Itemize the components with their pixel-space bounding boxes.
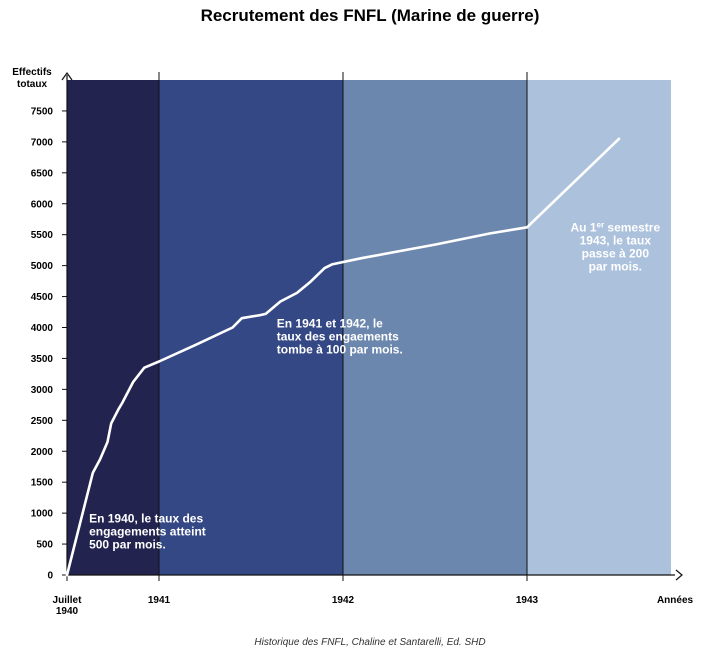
y-tick-label: 6000 bbox=[31, 199, 54, 210]
y-tick-label: 0 bbox=[47, 571, 53, 582]
y-tick-label: 4000 bbox=[31, 323, 54, 334]
y-axis-arrow bbox=[61, 71, 73, 81]
year-band-3 bbox=[343, 80, 527, 575]
annotation-1-line: 500 par mois. bbox=[89, 537, 166, 551]
x-axis-title: Années bbox=[657, 595, 694, 606]
year-band-1 bbox=[67, 80, 159, 575]
year-dividers bbox=[158, 72, 528, 575]
y-tick-label: 7000 bbox=[31, 137, 54, 148]
y-tick-label: 4500 bbox=[31, 292, 54, 303]
y-ticks: 0 500 1000 1500 2000 2500 3000 3500 4000 4500 5000… bbox=[31, 106, 67, 582]
year-bands bbox=[67, 80, 671, 575]
annotation-superscript: er bbox=[597, 220, 605, 229]
annotation-3-line: 1943, le taux bbox=[580, 234, 652, 248]
x-tick-label: 1942 bbox=[332, 595, 355, 606]
y-tick-label: 2500 bbox=[31, 416, 54, 427]
x-tick-label: 1941 bbox=[148, 595, 171, 606]
y-tick-label: 3500 bbox=[31, 354, 54, 365]
chart-title: Recrutement des FNFL (Marine de guerre) bbox=[201, 6, 540, 25]
year-band-2 bbox=[159, 80, 343, 575]
source-caption: Historique des FNFL, Chaline et Santarel… bbox=[254, 637, 485, 648]
x-tick-label: 1940 bbox=[56, 606, 79, 617]
annotation-2-line: taux des engaements bbox=[277, 330, 399, 344]
x-axis-arrow bbox=[675, 569, 683, 581]
annotation-1-line: engagements atteint bbox=[89, 524, 206, 538]
y-tick-label: 6500 bbox=[31, 168, 54, 179]
series-line-1 bbox=[65, 137, 621, 577]
year-band-4 bbox=[527, 80, 671, 575]
x-tick-label: Juillet bbox=[53, 595, 83, 606]
annotation-3-line: Au 1er semestre bbox=[571, 220, 661, 235]
y-axis-title-line-2: totaux bbox=[17, 79, 47, 90]
series-lines bbox=[65, 137, 621, 577]
annotation-3-line: passe à 200 bbox=[582, 247, 650, 261]
axes bbox=[61, 71, 683, 581]
annotation-3-line: par mois. bbox=[589, 260, 642, 274]
annotation-line-rest: semestre bbox=[604, 221, 660, 235]
annotation-1-line: En 1940, le taux des bbox=[89, 511, 203, 525]
y-tick-label: 1000 bbox=[31, 509, 54, 520]
annotation-2-line: tombe à 100 par mois. bbox=[277, 343, 403, 357]
y-tick-label: 2000 bbox=[31, 447, 54, 458]
y-tick-label: 1500 bbox=[31, 478, 54, 489]
y-tick-label: 500 bbox=[36, 540, 53, 551]
y-tick-label: 5500 bbox=[31, 230, 54, 241]
y-tick-label: 3000 bbox=[31, 385, 54, 396]
y-axis-title-line-1: Effectifs bbox=[12, 67, 52, 78]
x-tick-label: 1943 bbox=[516, 595, 539, 606]
y-tick-label: 5000 bbox=[31, 261, 54, 272]
y-tick-label: 7500 bbox=[31, 106, 54, 117]
annotation-2-line: En 1941 et 1942, le bbox=[277, 317, 383, 331]
